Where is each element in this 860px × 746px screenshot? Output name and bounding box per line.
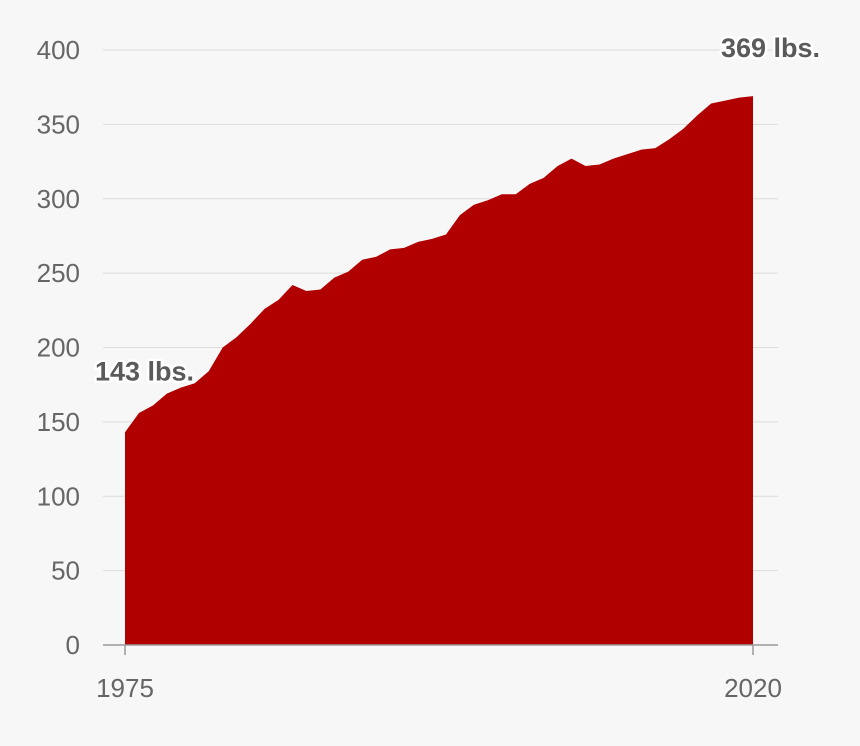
annotation-layer: 143 lbs. 369 lbs. bbox=[93, 31, 823, 389]
area-layer bbox=[125, 96, 753, 646]
y-tick-label-300: 300 bbox=[37, 184, 80, 214]
y-tick-label-350: 350 bbox=[37, 109, 80, 139]
annotation-label-1975: 143 lbs. bbox=[95, 356, 194, 386]
area-series bbox=[125, 96, 753, 646]
y-tick-label-250: 250 bbox=[37, 258, 80, 288]
x-tick-label-2020: 2020 bbox=[724, 673, 782, 703]
y-tick-label-400: 400 bbox=[37, 35, 80, 65]
x-tick-label-1975: 1975 bbox=[96, 673, 154, 703]
y-tick-label-0: 0 bbox=[66, 630, 80, 660]
y-tick-label-200: 200 bbox=[37, 333, 80, 363]
axis-layer: 0 50 100 150 200 250 300 350 400 1975 2020 bbox=[37, 35, 782, 703]
y-tick-label-50: 50 bbox=[51, 556, 80, 586]
y-tick-label-100: 100 bbox=[37, 481, 80, 511]
y-tick-label-150: 150 bbox=[37, 407, 80, 437]
annotation-label-2020: 369 lbs. bbox=[721, 33, 820, 63]
